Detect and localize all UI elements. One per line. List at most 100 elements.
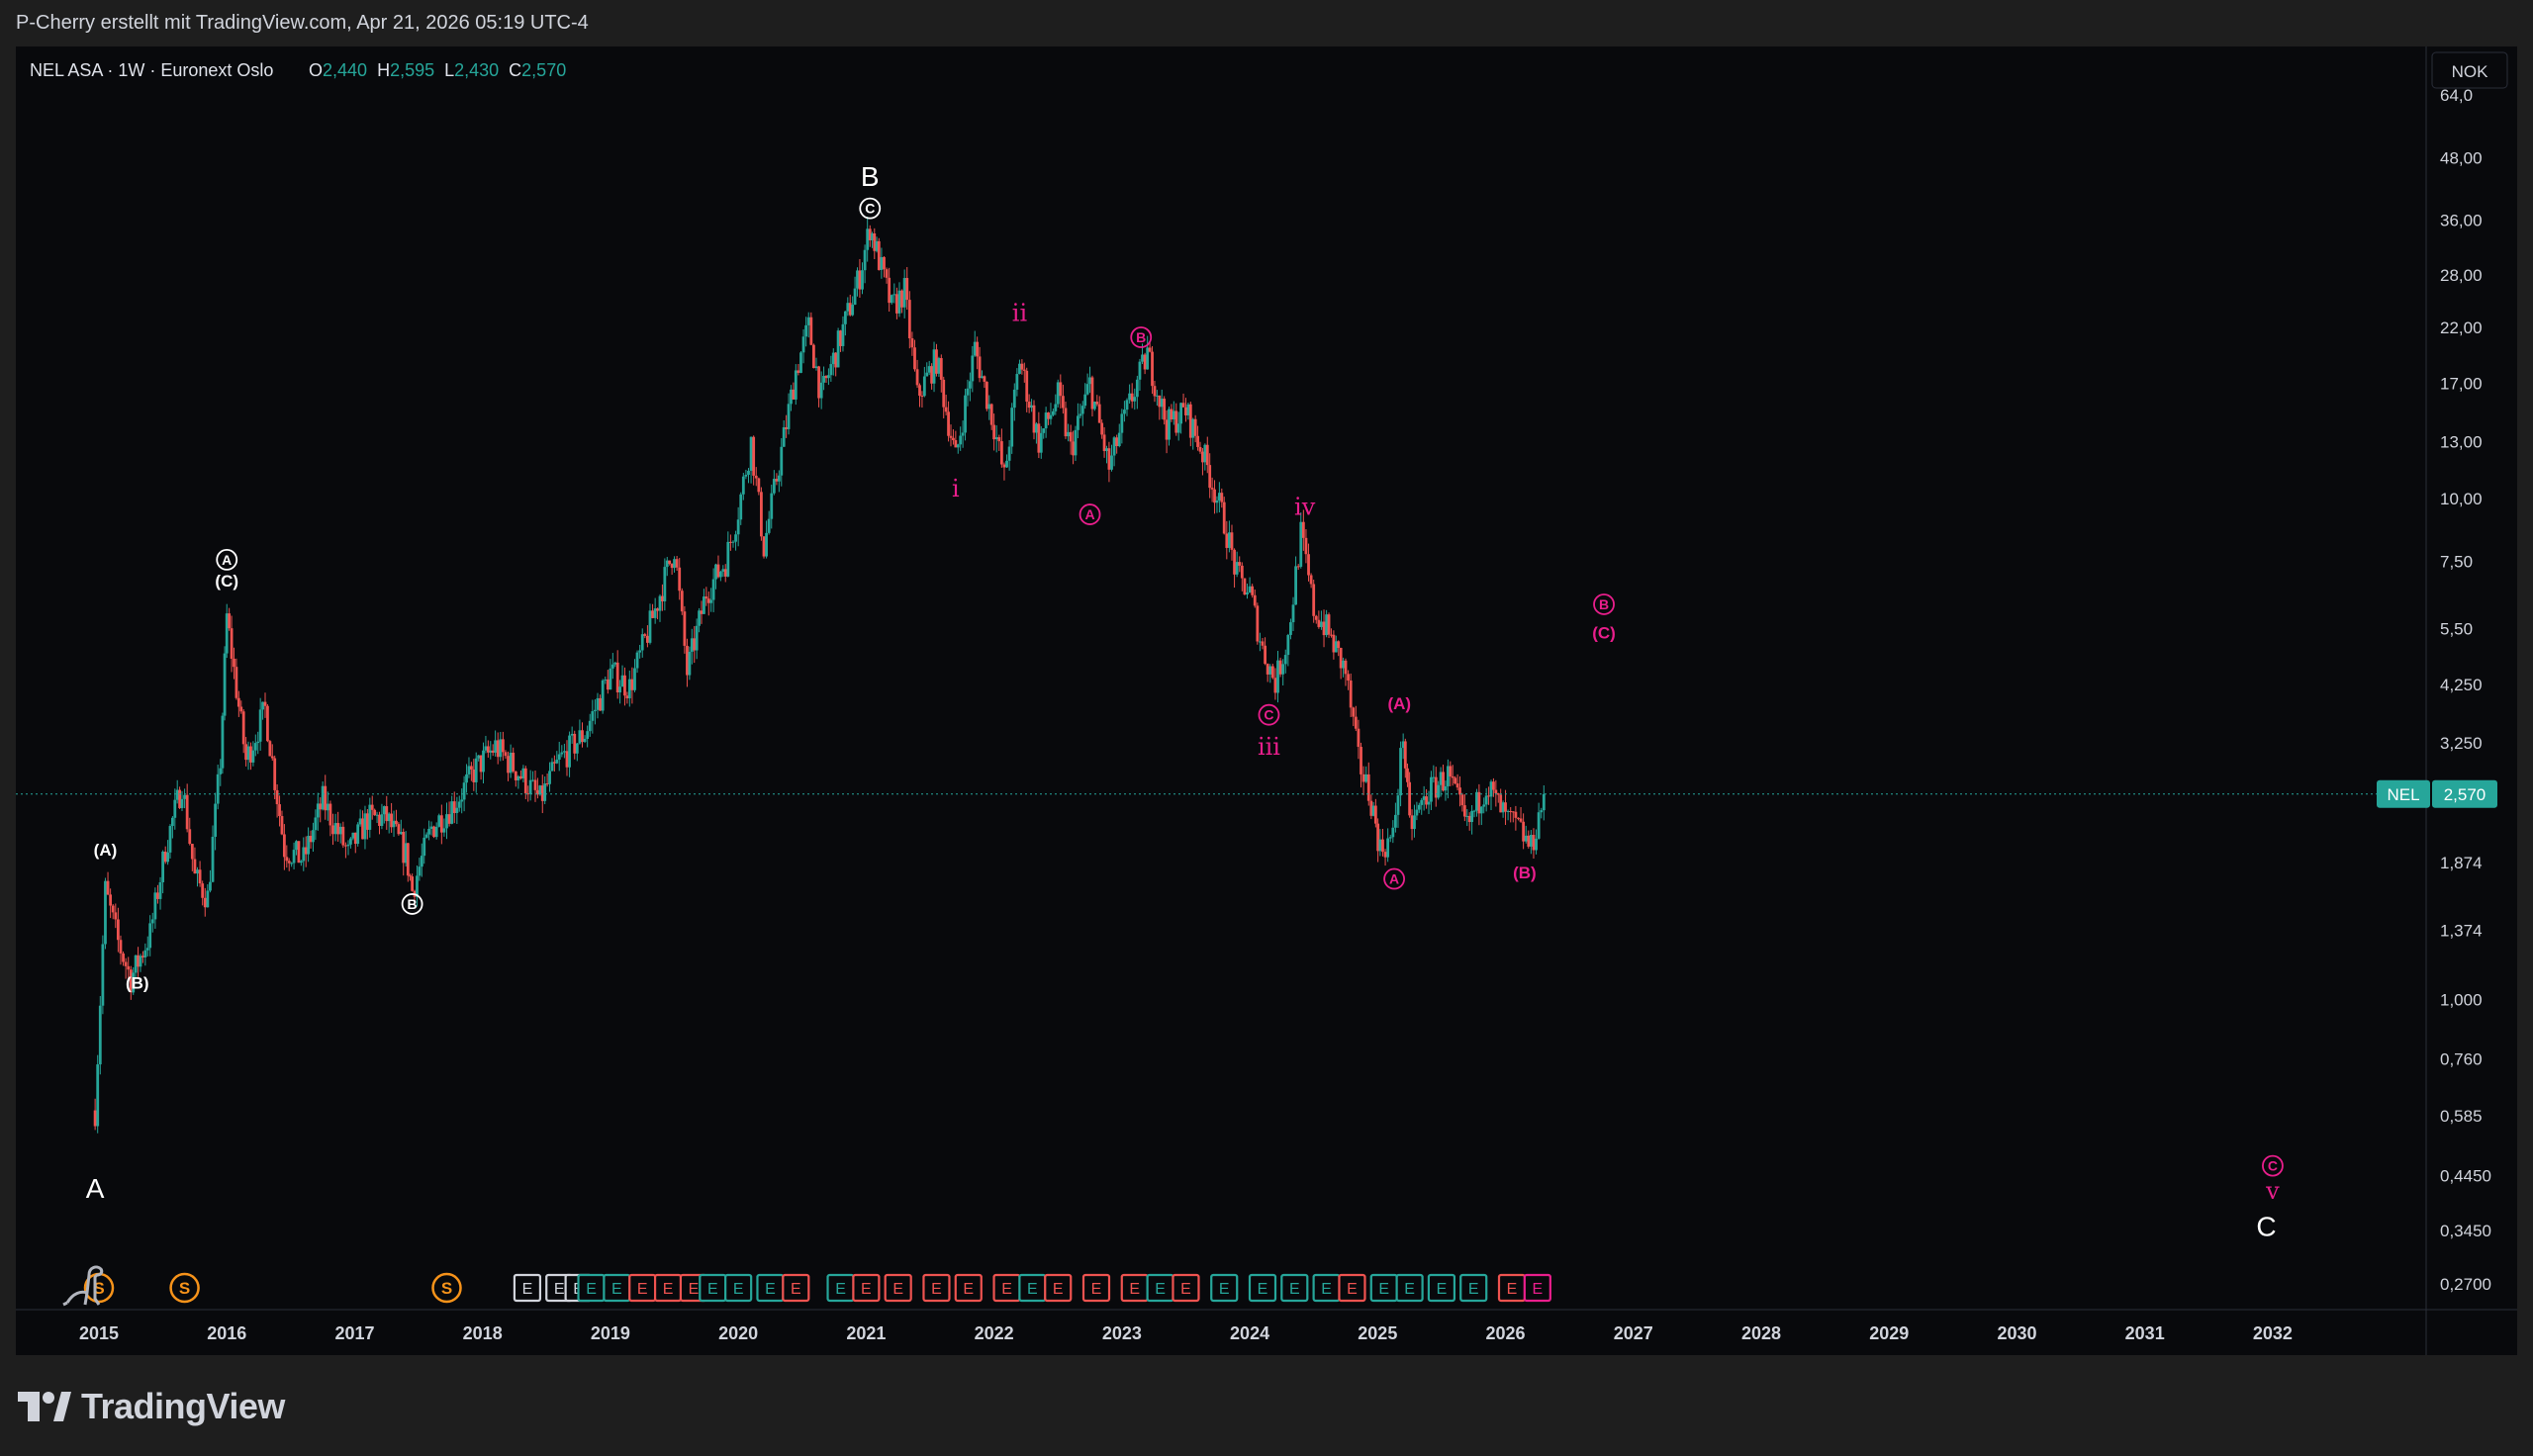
candle xyxy=(1238,556,1242,573)
candle xyxy=(1342,657,1345,678)
candle xyxy=(780,437,784,487)
candle xyxy=(964,388,967,441)
earnings-marker[interactable]: E xyxy=(577,1273,606,1303)
candle xyxy=(1529,830,1533,855)
earnings-marker[interactable]: E xyxy=(1523,1273,1551,1303)
earnings-marker[interactable]: E xyxy=(1497,1273,1527,1303)
earnings-marker[interactable]: E xyxy=(992,1273,1021,1303)
candle xyxy=(1201,447,1204,476)
candle xyxy=(397,822,401,836)
candle xyxy=(890,294,893,305)
wave-label: (C) xyxy=(215,572,238,591)
earnings-marker[interactable]: E xyxy=(1044,1273,1073,1303)
candle xyxy=(782,420,786,447)
price-tick-label: 5,50 xyxy=(2440,620,2473,639)
currency-button[interactable]: NOK xyxy=(2431,51,2508,89)
earnings-marker[interactable]: E xyxy=(1018,1273,1047,1303)
earnings-marker[interactable]: E xyxy=(756,1273,785,1303)
candle xyxy=(1415,801,1419,821)
earnings-marker[interactable]: E xyxy=(884,1273,912,1303)
earnings-marker[interactable]: E xyxy=(1172,1273,1200,1303)
candle xyxy=(1135,375,1139,410)
candle xyxy=(1281,659,1285,686)
candle xyxy=(1449,761,1453,786)
candle xyxy=(1128,384,1131,405)
candle xyxy=(1337,640,1341,657)
earnings-marker[interactable]: E xyxy=(653,1273,683,1303)
candle xyxy=(235,658,238,700)
replay-dinosaur-icon[interactable] xyxy=(62,1265,104,1307)
candle xyxy=(1168,407,1171,446)
earnings-marker[interactable]: E xyxy=(1248,1273,1277,1303)
candle xyxy=(1117,423,1121,448)
candle xyxy=(1496,792,1500,803)
earnings-marker[interactable]: E xyxy=(954,1273,983,1303)
earnings-marker[interactable]: E xyxy=(826,1273,855,1303)
earnings-marker[interactable]: E xyxy=(1280,1273,1309,1303)
candle xyxy=(698,607,701,633)
candle xyxy=(1489,779,1493,810)
candle xyxy=(994,424,998,453)
svg-text:A: A xyxy=(222,552,232,568)
earnings-marker[interactable]: E xyxy=(1338,1273,1366,1303)
candle xyxy=(543,775,547,805)
svg-text:A: A xyxy=(1389,871,1399,887)
candle xyxy=(1366,762,1370,806)
candle xyxy=(188,817,192,846)
earnings-marker[interactable]: E xyxy=(1146,1273,1174,1303)
candle xyxy=(467,757,471,778)
earnings-marker[interactable]: E xyxy=(852,1273,881,1303)
earnings-marker[interactable]: E xyxy=(1120,1273,1149,1303)
candle xyxy=(1092,401,1096,411)
dividend-marker[interactable]: S xyxy=(169,1272,200,1304)
candle xyxy=(496,732,500,765)
earnings-marker[interactable]: E xyxy=(603,1273,631,1303)
earnings-marker[interactable]: E xyxy=(782,1273,810,1303)
earnings-marker[interactable]: E xyxy=(1081,1273,1111,1303)
candle xyxy=(675,555,679,572)
earnings-marker[interactable]: E xyxy=(1427,1273,1456,1303)
candle xyxy=(1266,663,1269,682)
candle xyxy=(1394,802,1397,833)
candle xyxy=(952,429,955,445)
candle xyxy=(563,743,566,759)
candle xyxy=(1100,419,1104,439)
candle xyxy=(221,712,225,774)
earnings-marker[interactable]: E xyxy=(1210,1273,1239,1303)
earnings-marker[interactable]: E xyxy=(922,1273,951,1303)
earnings-marker[interactable]: E xyxy=(699,1273,727,1303)
candle xyxy=(888,267,891,313)
dividend-marker[interactable]: S xyxy=(431,1272,462,1304)
candle xyxy=(521,765,525,782)
svg-text:E: E xyxy=(892,1281,903,1298)
candle xyxy=(1002,462,1006,481)
earnings-marker[interactable]: E xyxy=(1459,1273,1488,1303)
candle xyxy=(1095,395,1099,407)
earnings-marker[interactable]: E xyxy=(628,1273,657,1303)
candle xyxy=(447,801,451,827)
candle xyxy=(570,726,574,744)
candle xyxy=(196,866,199,887)
candle xyxy=(266,703,269,743)
candle xyxy=(321,781,325,811)
earnings-marker[interactable]: E xyxy=(724,1273,753,1303)
earnings-marker[interactable]: E xyxy=(1395,1273,1424,1303)
earnings-marker[interactable]: E xyxy=(1312,1273,1341,1303)
candle xyxy=(1439,767,1443,797)
candle xyxy=(1054,394,1058,415)
candle xyxy=(233,647,235,680)
candle xyxy=(168,824,172,859)
earnings-marker[interactable]: E xyxy=(1369,1273,1398,1303)
candle xyxy=(902,269,906,318)
earnings-marker[interactable]: E xyxy=(513,1273,542,1303)
price-tick-label: 0,3450 xyxy=(2440,1222,2491,1240)
svg-text:E: E xyxy=(861,1281,872,1298)
candle xyxy=(1079,404,1082,419)
candle xyxy=(744,469,748,480)
candle xyxy=(282,824,286,870)
candle xyxy=(1422,785,1426,811)
candle xyxy=(883,256,886,278)
candle xyxy=(1160,389,1164,419)
